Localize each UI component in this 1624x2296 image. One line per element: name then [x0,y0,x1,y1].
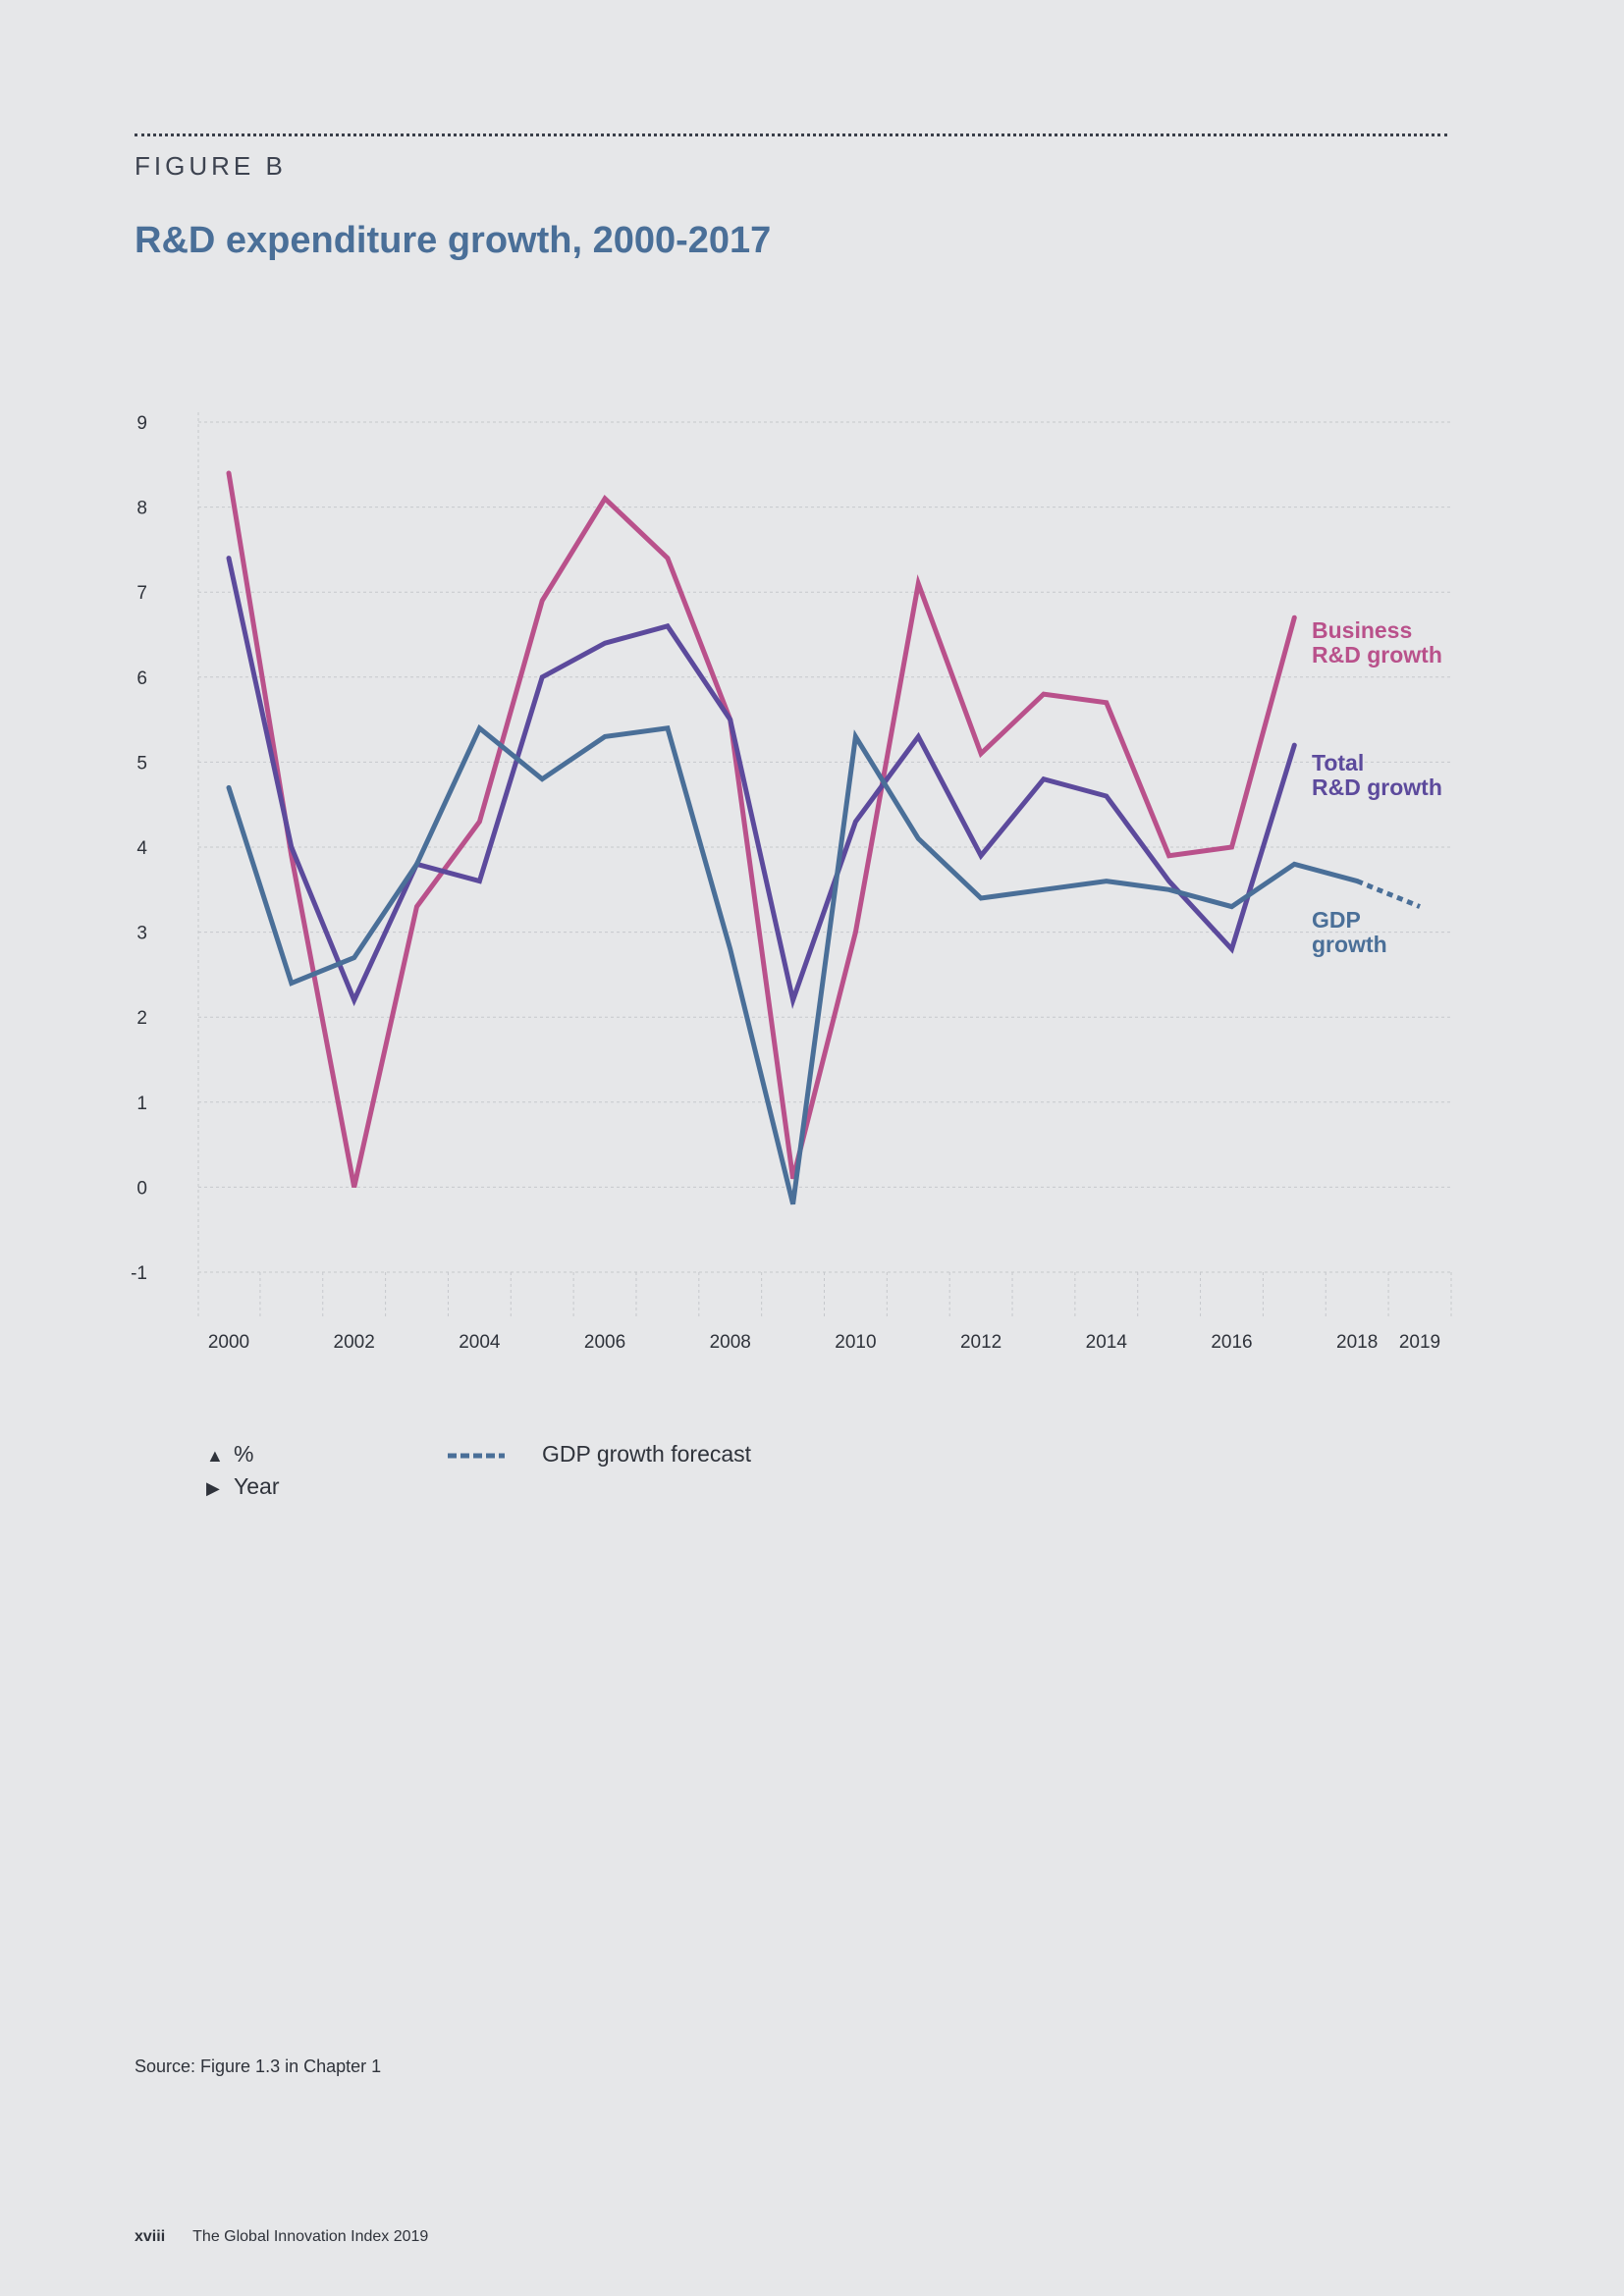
page-footer: xviii The Global Innovation Index 2019 [135,2228,428,2246]
top-dotted-rule [135,133,1447,136]
x-tick-label: 2018 [1336,1332,1378,1353]
x-tick-label: 2002 [334,1332,375,1353]
series-forecast-gdp [1356,879,1421,909]
x-tick-label: 2012 [960,1332,1001,1353]
x-tick-label: 2006 [584,1332,625,1353]
triangle-up-icon: ▲ [206,1446,224,1466]
x-tick-label: 2010 [835,1332,876,1353]
series-label-total: Total R&D growth [1312,750,1442,800]
y-tick-label: -1 [131,1263,147,1284]
y-tick-label: 7 [136,583,147,604]
legend-forecast: GDP growth forecast [446,1441,751,1468]
series-line-business [226,470,1297,1188]
chart-title: R&D expenditure growth, 2000-2017 [135,220,772,261]
triangle-right-icon: ▶ [206,1478,220,1498]
y-tick-label: 8 [136,499,147,519]
legend-y-unit: ▲% [206,1441,253,1468]
series-label-gdp: GDP growth [1312,907,1387,957]
x-tick-label: 2008 [710,1332,751,1353]
y-tick-label: 2 [136,1008,147,1029]
series-line-gdp [226,723,1360,1205]
y-tick-label: 6 [136,668,147,689]
y-tick-label: 4 [136,838,147,859]
legend-x-unit-label: Year [234,1473,280,1499]
x-tick-label: 2016 [1211,1332,1252,1353]
dashed-line-icon [448,1453,505,1459]
x-tick-label: 2019 [1399,1332,1440,1353]
series-line-total [226,556,1297,1009]
y-tick-label: 0 [136,1178,147,1199]
y-tick-label: 3 [136,924,147,944]
figure-label: FIGURE B [135,151,287,181]
series-label-business: Business R&D growth [1312,617,1442,667]
x-tick-label: 2004 [459,1332,501,1353]
legend-x-unit: ▶ Year [206,1473,279,1500]
legend-y-unit-label: % [234,1441,254,1467]
y-tick-label: 5 [136,753,147,774]
legend-forecast-label: GDP growth forecast [542,1441,752,1467]
x-tick-label: 2000 [208,1332,249,1353]
page-number: xviii [135,2228,166,2245]
y-tick-label: 9 [136,413,147,434]
publication-name: The Global Innovation Index 2019 [192,2228,429,2245]
source-note: Source: Figure 1.3 in Chapter 1 [135,2056,382,2076]
x-tick-label: 2014 [1086,1332,1128,1353]
line-chart: -1 0 1 2 3 4 5 6 7 8 9 2000 2002 2004 2006 2008 2010 2012… [131,412,1452,1353]
y-tick-label: 1 [136,1094,147,1114]
